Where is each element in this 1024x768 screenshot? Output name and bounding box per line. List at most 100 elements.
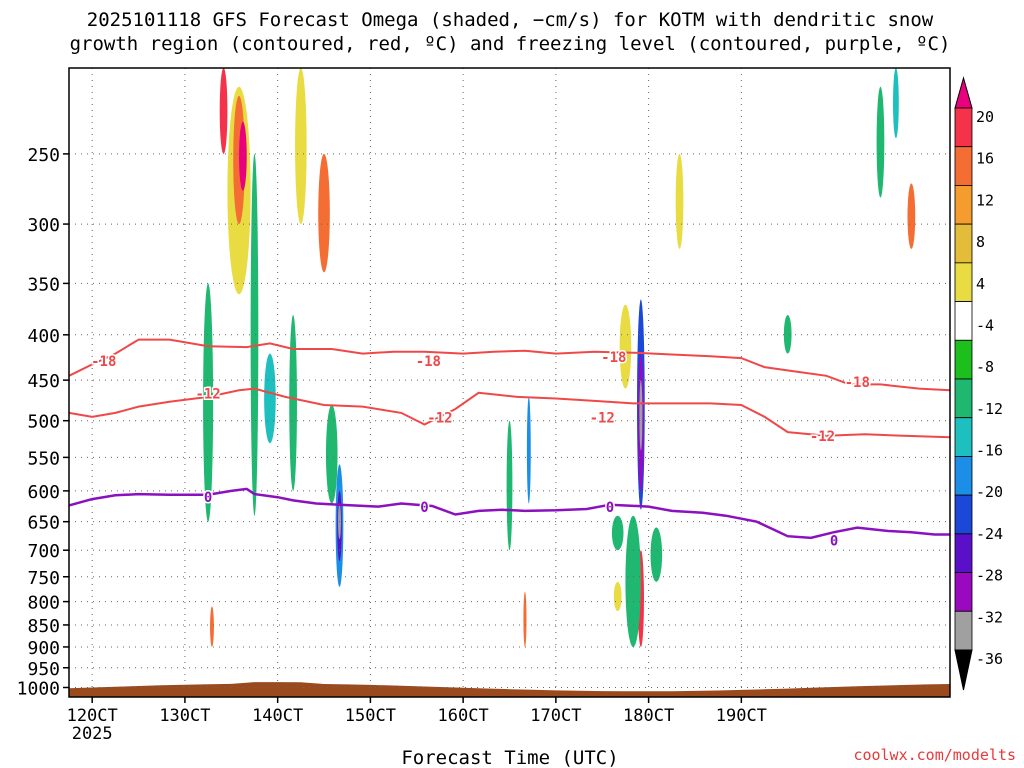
omega-blob-29 bbox=[907, 183, 916, 249]
contour-dgz_upper bbox=[68, 338, 951, 392]
plot-frame bbox=[68, 67, 951, 698]
omega-blob-10 bbox=[318, 153, 330, 273]
colorbar-cell-11 bbox=[954, 494, 973, 535]
colorbar-cell-14 bbox=[954, 610, 973, 651]
y-tick-label-550: 550 bbox=[27, 448, 60, 469]
chart-title-line1: 2025101118 GFS Forecast Omega (shaded, −… bbox=[87, 9, 934, 31]
contour-label-4: -18 bbox=[601, 350, 626, 366]
colorbar-label-10: -24 bbox=[976, 525, 1003, 543]
contour-label-5: -12 bbox=[590, 411, 615, 427]
omega-blob-2 bbox=[203, 283, 214, 522]
y-tick-label-500: 500 bbox=[27, 412, 60, 433]
colorbar-label-4: 4 bbox=[976, 275, 985, 293]
y-tick-label-450: 450 bbox=[27, 371, 60, 392]
y-tick-label-750: 750 bbox=[27, 568, 60, 589]
contour-label-6: -18 bbox=[845, 375, 870, 391]
ground-surface bbox=[69, 682, 950, 697]
omega-blob-7 bbox=[219, 68, 228, 154]
omega-blob-18 bbox=[526, 396, 531, 504]
contour-dgz_lower bbox=[68, 387, 951, 439]
colorbar-cell-13 bbox=[954, 572, 973, 612]
contour-label-11: 0 bbox=[830, 534, 838, 550]
colorbar-cell-12 bbox=[954, 533, 973, 573]
y-tick-label-300: 300 bbox=[27, 215, 60, 236]
colorbar-cell-5 bbox=[954, 262, 973, 302]
contour-label-8: 0 bbox=[204, 490, 212, 506]
axes: 2503003504004505005506006507007508008509… bbox=[17, 67, 951, 744]
x-axis-label: Forecast Time (UTC) bbox=[401, 747, 618, 768]
contour-freezing bbox=[68, 487, 950, 540]
omega-blob-30 bbox=[893, 68, 899, 139]
y-tick-label-800: 800 bbox=[27, 593, 60, 614]
omega-blob-32 bbox=[675, 153, 684, 249]
colorbar-label-0: 20 bbox=[976, 108, 994, 126]
y-tick-label-700: 700 bbox=[27, 541, 60, 562]
omega-blob-9 bbox=[264, 353, 276, 444]
x-tick-label-1: 130CT bbox=[159, 706, 210, 726]
contour-labels: -18 -12 -18 -12 -18 -12 -18 -12 0 0 0 0 bbox=[90, 349, 872, 552]
omega-blob-23 bbox=[639, 380, 643, 451]
contour-label-2: -18 bbox=[416, 354, 441, 370]
colorbar-cell-2 bbox=[954, 146, 973, 186]
y-tick-label-900: 900 bbox=[27, 638, 60, 659]
colorbar-label-1: 16 bbox=[976, 150, 994, 168]
colorbar-top-arrow bbox=[954, 76, 973, 109]
colorbar-label-12: -32 bbox=[976, 608, 1003, 626]
y-tick-label-650: 650 bbox=[27, 513, 60, 534]
x-year-label: 2025 bbox=[72, 724, 113, 744]
x-tick-label-7: 190CT bbox=[716, 706, 767, 726]
x-tick-label-6: 180CT bbox=[623, 706, 674, 726]
contour-label-10: 0 bbox=[606, 500, 614, 516]
omega-blob-15 bbox=[325, 404, 338, 504]
omega-blob-17 bbox=[506, 420, 513, 551]
omega-blob-25 bbox=[625, 515, 641, 647]
contour-label-9: 0 bbox=[420, 500, 428, 516]
colorbar-label-11: -28 bbox=[976, 567, 1003, 585]
credit-link[interactable]: coolwx.com/modelts bbox=[853, 746, 1016, 764]
y-tick-label-850: 850 bbox=[27, 616, 60, 637]
omega-shading bbox=[203, 68, 916, 647]
chart-title-line2: growth region (contoured, red, ºC) and f… bbox=[70, 33, 951, 55]
omega-blob-8 bbox=[250, 153, 259, 516]
contour-label-1: -12 bbox=[195, 387, 220, 403]
colorbar-label-3: 8 bbox=[976, 233, 985, 251]
omega-blob-28 bbox=[876, 86, 885, 198]
colorbar-cell-4 bbox=[954, 223, 973, 264]
colorbar-cell-10 bbox=[954, 456, 973, 496]
colorbar-label-5: -4 bbox=[976, 316, 994, 334]
x-tick-label-2: 140CT bbox=[252, 706, 303, 726]
colorbar: 20 16 12 8 4 -4 -8 -12 -16 -20 -24 -28 -32 -36 bbox=[954, 76, 1003, 691]
colorbar-cell-9 bbox=[954, 417, 973, 457]
colorbar-cell-1 bbox=[954, 107, 973, 148]
colorbar-cell-6 bbox=[954, 301, 973, 341]
colorbar-label-13: -36 bbox=[976, 650, 1003, 668]
omega-blob-26 bbox=[650, 527, 663, 582]
contour-lines bbox=[68, 338, 951, 540]
colorbar-label-9: -20 bbox=[976, 483, 1003, 501]
colorbar-label-8: -16 bbox=[976, 442, 1003, 460]
colorbar-cell-7 bbox=[954, 339, 973, 380]
colorbar-label-7: -12 bbox=[976, 400, 1003, 418]
contour-label-0: -18 bbox=[91, 354, 116, 370]
y-tick-label-250: 250 bbox=[27, 145, 60, 166]
y-tick-label-600: 600 bbox=[27, 482, 60, 503]
colorbar-bottom-arrow bbox=[954, 649, 973, 691]
y-tick-label-400: 400 bbox=[27, 326, 60, 347]
omega-blob-27 bbox=[619, 304, 632, 389]
omega-blob-11 bbox=[295, 68, 307, 225]
omega-blob-16 bbox=[289, 315, 297, 491]
contour-label-3: -12 bbox=[427, 411, 452, 427]
colorbar-cell-8 bbox=[954, 378, 973, 419]
plot-background bbox=[69, 68, 950, 697]
y-tick-label-1000: 1000 bbox=[17, 678, 60, 699]
omega-blob-6 bbox=[239, 121, 247, 191]
plot-area bbox=[69, 68, 950, 697]
omega-blob-3 bbox=[210, 606, 214, 647]
x-tick-label-5: 170CT bbox=[530, 706, 581, 726]
contour-label-7: -12 bbox=[810, 429, 835, 445]
x-tick-label-0: 120CT bbox=[67, 706, 118, 726]
omega-blob-33 bbox=[611, 515, 624, 551]
colorbar-label-2: 12 bbox=[976, 191, 994, 209]
